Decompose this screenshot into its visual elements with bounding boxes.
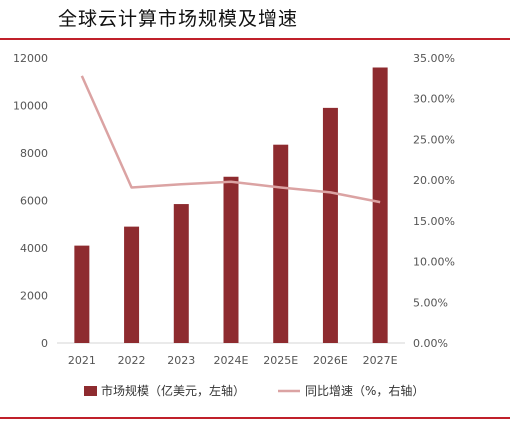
left-tick-label: 12000 xyxy=(13,52,48,65)
right-axis: 0.00% 5.00% 10.00% 15.00% 20.00% 25.00% 30.00%… xyxy=(413,52,455,350)
x-tick-label: 2026E xyxy=(313,354,348,367)
bar xyxy=(322,107,338,343)
x-tick-label: 2027E xyxy=(363,354,398,367)
left-axis: 0 2000 4000 6000 8000 10000 12000 xyxy=(13,52,405,350)
left-tick-label: 6000 xyxy=(20,195,48,208)
bar xyxy=(372,67,388,343)
left-tick-label: 0 xyxy=(41,337,48,350)
right-tick-label: 30.00% xyxy=(413,93,455,106)
x-tick-label: 2025E xyxy=(263,354,298,367)
x-axis: 2021 2022 2023 2024E 2025E 2026E 2027E xyxy=(68,354,398,367)
legend: 市场规模（亿美元，左轴） 同比增速（%，右轴） xyxy=(84,383,424,398)
left-tick-label: 2000 xyxy=(20,290,48,303)
right-tick-label: 25.00% xyxy=(413,133,455,146)
legend-label-line: 同比增速（%，右轴） xyxy=(305,383,424,398)
bar-series xyxy=(74,67,388,343)
bar xyxy=(273,144,289,343)
right-tick-label: 15.00% xyxy=(413,215,455,228)
x-tick-label: 2023 xyxy=(167,354,195,367)
right-tick-label: 10.00% xyxy=(413,256,455,269)
bar xyxy=(173,204,189,343)
bar xyxy=(124,226,140,343)
chart-title: 全球云计算市场规模及增速 xyxy=(58,8,299,30)
right-tick-label: 5.00% xyxy=(413,296,448,309)
right-tick-label: 20.00% xyxy=(413,174,455,187)
left-tick-label: 8000 xyxy=(20,147,48,160)
growth-line xyxy=(80,75,381,204)
left-tick-label: 10000 xyxy=(13,100,48,113)
left-tick-label: 4000 xyxy=(20,242,48,255)
x-tick-label: 2021 xyxy=(68,354,96,367)
bar xyxy=(74,245,90,343)
right-tick-label: 35.00% xyxy=(413,52,455,65)
top-rule xyxy=(0,38,510,40)
legend-label-bar: 市场规模（亿美元，左轴） xyxy=(101,383,245,398)
right-tick-label: 0.00% xyxy=(413,337,448,350)
legend-swatch-bar xyxy=(84,386,97,396)
line-series xyxy=(80,75,381,204)
x-tick-label: 2024E xyxy=(214,354,249,367)
x-tick-label: 2022 xyxy=(118,354,146,367)
bar xyxy=(223,176,239,343)
bottom-rule xyxy=(0,417,510,419)
